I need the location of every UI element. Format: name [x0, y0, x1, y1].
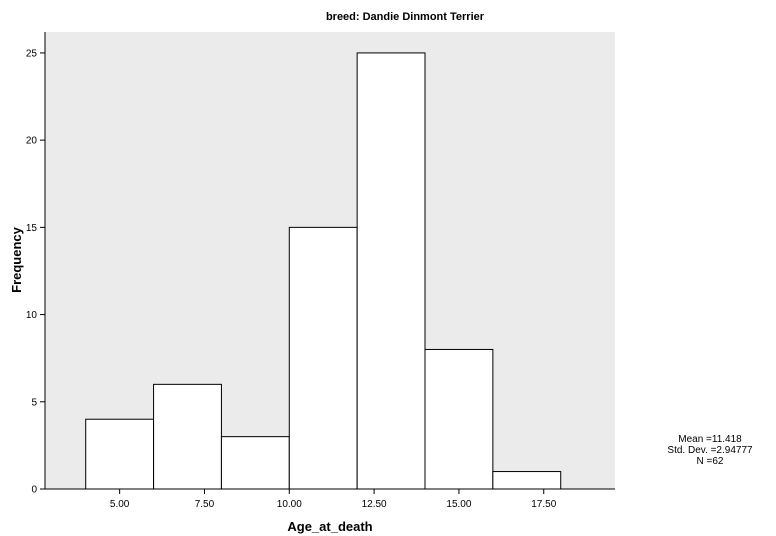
x-tick-label: 10.00 — [277, 499, 302, 510]
x-tick-label: 17.50 — [531, 499, 556, 510]
x-tick-label: 12.50 — [362, 499, 387, 510]
y-tick-label: 5 — [31, 397, 37, 408]
std-dev-stat: Std. Dev. =2.94777 — [667, 445, 753, 456]
y-tick-label: 15 — [26, 223, 38, 234]
y-tick-label: 25 — [26, 48, 38, 59]
chart-title: breed: Dandie Dinmont Terrier — [326, 11, 485, 23]
histogram-bar-5 — [424, 348, 494, 490]
mean-stat: Mean =11.418 — [678, 434, 742, 445]
x-tick-label: 5.00 — [110, 499, 130, 510]
y-tick-label: 0 — [31, 485, 37, 496]
histogram-bar-1 — [153, 383, 222, 490]
summary-statistics: Mean =11.418 Std. Dev. =2.94777 N =62 — [660, 434, 760, 467]
y-tick-label: 10 — [26, 310, 38, 321]
histogram-bar-2 — [220, 436, 290, 490]
x-axis-title: Age_at_death — [287, 519, 372, 534]
n-stat: N =62 — [696, 456, 724, 467]
y-axis-title: Frequency — [9, 226, 24, 293]
histogram-bar-4 — [356, 52, 426, 490]
x-tick-label: 15.00 — [446, 499, 471, 510]
tick-labels: 0 5 10 15 20 25 5.00 7.50 10.00 12.50 15.00 17.50 — [26, 48, 557, 510]
axes — [40, 32, 615, 494]
y-tick-label: 20 — [26, 136, 38, 147]
histogram-bars — [85, 52, 562, 490]
histogram-bar-0 — [85, 418, 155, 490]
x-tick-label: 7.50 — [195, 499, 215, 510]
histogram-bar-3 — [288, 226, 358, 490]
histogram-bar-6 — [492, 471, 562, 490]
